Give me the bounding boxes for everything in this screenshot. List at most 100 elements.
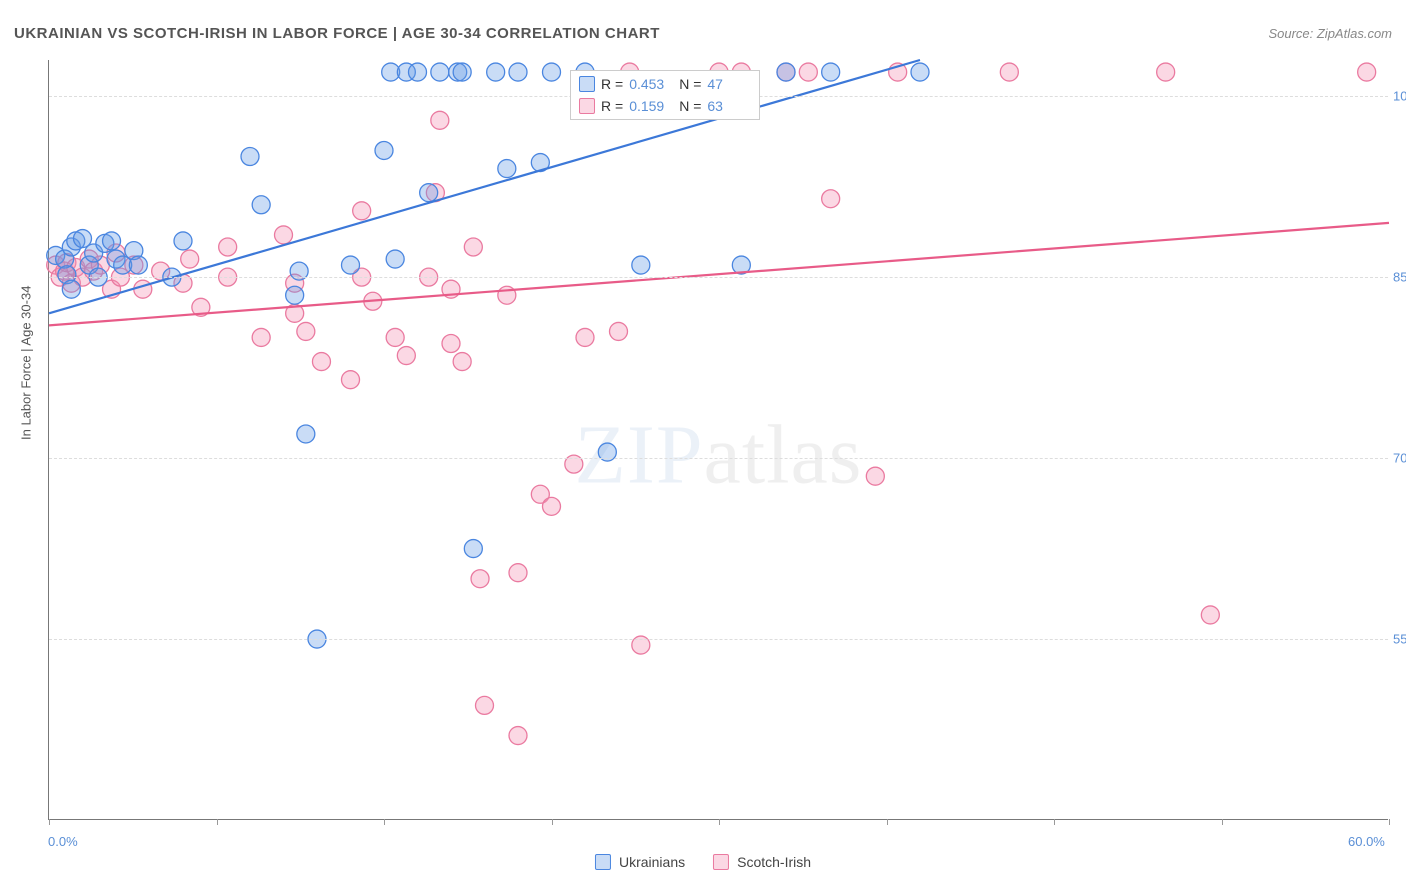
y-tick-label: 70.0%	[1393, 451, 1406, 466]
r-value-ukrainians: 0.453	[629, 76, 673, 92]
data-point	[509, 564, 527, 582]
data-point	[777, 63, 795, 81]
data-point	[219, 238, 237, 256]
x-tick	[1389, 819, 1390, 825]
data-point	[275, 226, 293, 244]
data-point	[1157, 63, 1175, 81]
data-point	[103, 232, 121, 250]
data-point	[799, 63, 817, 81]
data-point	[397, 347, 415, 365]
data-point	[134, 280, 152, 298]
data-point	[375, 141, 393, 159]
swatch-ukrainians-icon	[579, 76, 595, 92]
data-point	[464, 238, 482, 256]
data-point	[822, 63, 840, 81]
n-value-scotch-irish: 63	[707, 98, 751, 114]
data-point	[453, 63, 471, 81]
stats-row-scotch-irish: R = 0.159 N = 63	[579, 95, 751, 117]
data-point	[286, 286, 304, 304]
x-tick	[1054, 819, 1055, 825]
swatch-scotch-irish-icon	[713, 854, 729, 870]
y-tick-label: 100.0%	[1393, 89, 1406, 104]
data-point	[576, 328, 594, 346]
legend-item-ukrainians: Ukrainians	[595, 854, 685, 870]
data-point	[487, 63, 505, 81]
data-point	[543, 497, 561, 515]
data-point	[431, 111, 449, 129]
data-point	[409, 63, 427, 81]
data-point	[431, 63, 449, 81]
bottom-legend: Ukrainians Scotch-Irish	[595, 854, 811, 870]
x-tick	[217, 819, 218, 825]
r-label: R =	[601, 76, 623, 92]
x-tick	[719, 819, 720, 825]
data-point	[476, 696, 494, 714]
y-tick-label: 85.0%	[1393, 270, 1406, 285]
data-point	[498, 160, 516, 178]
data-point	[442, 334, 460, 352]
gridline-h	[49, 639, 1388, 640]
n-value-ukrainians: 47	[707, 76, 751, 92]
chart-container: UKRAINIAN VS SCOTCH-IRISH IN LABOR FORCE…	[0, 0, 1406, 892]
data-point	[610, 322, 628, 340]
data-point	[241, 148, 259, 166]
data-point	[312, 353, 330, 371]
data-point	[252, 196, 270, 214]
plot-area: ZIPatlas 55.0%70.0%85.0%100.0%	[48, 60, 1388, 820]
data-point	[1201, 606, 1219, 624]
r-label: R =	[601, 98, 623, 114]
data-point	[252, 328, 270, 346]
trend-line	[49, 60, 920, 313]
n-label: N =	[679, 76, 701, 92]
legend-item-scotch-irish: Scotch-Irish	[713, 854, 811, 870]
header: UKRAINIAN VS SCOTCH-IRISH IN LABOR FORCE…	[14, 18, 1392, 48]
x-tick	[384, 819, 385, 825]
data-point	[353, 202, 371, 220]
data-point	[543, 63, 561, 81]
data-point	[297, 425, 315, 443]
r-value-scotch-irish: 0.159	[629, 98, 673, 114]
data-point	[386, 250, 404, 268]
data-point	[822, 190, 840, 208]
trend-line	[49, 223, 1389, 326]
gridline-h	[49, 458, 1388, 459]
data-point	[464, 540, 482, 558]
data-point	[129, 256, 147, 274]
data-point	[386, 328, 404, 346]
legend-label-scotch-irish: Scotch-Irish	[737, 854, 811, 870]
data-point	[174, 232, 192, 250]
data-point	[911, 63, 929, 81]
x-tick-label: 0.0%	[48, 834, 78, 849]
data-point	[342, 256, 360, 274]
y-axis-title: In Labor Force | Age 30-34	[19, 286, 34, 440]
x-tick	[552, 819, 553, 825]
data-point	[297, 322, 315, 340]
x-tick	[887, 819, 888, 825]
swatch-ukrainians-icon	[595, 854, 611, 870]
data-point	[509, 727, 527, 745]
n-label: N =	[679, 98, 701, 114]
data-point	[1000, 63, 1018, 81]
data-point	[1358, 63, 1376, 81]
source-attribution: Source: ZipAtlas.com	[1268, 26, 1392, 41]
stats-legend: R = 0.453 N = 47 R = 0.159 N = 63	[570, 70, 760, 120]
x-tick-label: 60.0%	[1348, 834, 1385, 849]
data-point	[453, 353, 471, 371]
y-tick-label: 55.0%	[1393, 632, 1406, 647]
stats-row-ukrainians: R = 0.453 N = 47	[579, 73, 751, 95]
data-point	[866, 467, 884, 485]
data-point	[420, 184, 438, 202]
chart-title: UKRAINIAN VS SCOTCH-IRISH IN LABOR FORCE…	[14, 25, 660, 42]
x-tick	[1222, 819, 1223, 825]
x-tick	[49, 819, 50, 825]
scatter-plot-svg	[49, 60, 1388, 819]
gridline-h	[49, 277, 1388, 278]
data-point	[632, 256, 650, 274]
data-point	[342, 371, 360, 389]
swatch-scotch-irish-icon	[579, 98, 595, 114]
data-point	[181, 250, 199, 268]
data-point	[62, 280, 80, 298]
data-point	[509, 63, 527, 81]
legend-label-ukrainians: Ukrainians	[619, 854, 685, 870]
data-point	[471, 570, 489, 588]
